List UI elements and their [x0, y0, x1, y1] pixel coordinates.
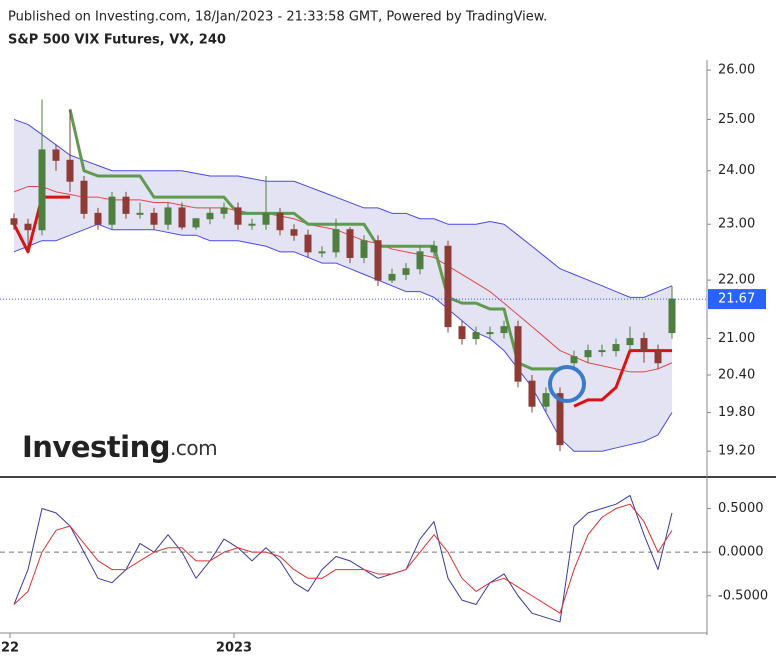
candle-body — [360, 240, 368, 258]
y-tick-label: 24.00 — [718, 163, 755, 178]
last-price-label: 21.67 — [718, 292, 755, 307]
y-tick-label: 19.80 — [718, 405, 755, 420]
candle-body — [402, 268, 410, 275]
candle-body — [178, 207, 186, 228]
candle-body — [500, 326, 508, 334]
y-tick-label: 26.00 — [718, 63, 755, 78]
candle-body — [430, 245, 438, 253]
y-tick-label: 25.00 — [718, 112, 755, 127]
candle-body — [276, 212, 284, 231]
candle-body — [472, 332, 480, 340]
y-tick-label: 21.00 — [718, 331, 755, 346]
candle-body — [220, 207, 228, 214]
chart-title: S&P 500 VIX Futures, VX, 240 — [8, 33, 226, 48]
candle-body — [94, 212, 102, 225]
y-tick-label: 20.40 — [718, 368, 755, 383]
y-tick-label: 23.00 — [718, 217, 755, 232]
candle-body — [304, 234, 312, 253]
published-note: Published on Investing.com, 18/Jan/2023 … — [8, 10, 547, 25]
candle-body — [38, 149, 46, 231]
candle-body — [486, 332, 494, 335]
candle-body — [24, 223, 32, 231]
series-line — [13, 118, 673, 298]
band-fill — [14, 119, 672, 452]
candle-body — [164, 207, 172, 225]
candle-body — [10, 218, 18, 225]
candle-body — [640, 338, 648, 352]
x-tick-label: 22 — [1, 641, 19, 656]
candle-body — [234, 207, 242, 225]
watermark-suffix: .com — [170, 436, 217, 460]
y-tick-label: -0.5000 — [718, 588, 768, 603]
candle-body — [416, 251, 424, 270]
candle-body — [584, 350, 592, 358]
series-line — [13, 494, 673, 623]
candle-body — [542, 393, 550, 407]
candle-body — [150, 212, 158, 225]
y-tick-label: 0.0000 — [718, 545, 764, 560]
candle-body — [654, 350, 662, 364]
last-price-box — [708, 289, 766, 310]
watermark-word: Investing — [22, 430, 170, 464]
candle-body — [444, 245, 452, 328]
candle-body — [598, 350, 606, 353]
y-tick-label: 22.00 — [718, 273, 755, 288]
candle-body — [528, 380, 536, 407]
candle-body — [388, 273, 396, 281]
candle-body — [570, 356, 578, 364]
candle-body — [248, 223, 256, 226]
annotation-circle — [548, 365, 586, 403]
candle-body — [612, 344, 620, 352]
candle-body — [458, 326, 466, 340]
series-line — [68, 109, 560, 371]
candle-body — [668, 298, 676, 334]
candle-body — [66, 159, 74, 182]
candle-body — [290, 229, 298, 236]
candle-body — [136, 212, 144, 215]
y-tick-label: 0.5000 — [718, 501, 764, 516]
candle-body — [556, 393, 564, 446]
candle-body — [514, 326, 522, 382]
candle-body — [332, 229, 340, 253]
candle-body — [206, 212, 214, 220]
series-line — [13, 503, 673, 614]
x-tick-label: 2023 — [216, 641, 252, 656]
candle-body — [52, 149, 60, 161]
candle-body — [80, 180, 88, 214]
candle-body — [318, 251, 326, 254]
candle-body — [374, 240, 382, 281]
candle-body — [262, 212, 270, 225]
candle-body — [626, 338, 634, 346]
candle-body — [192, 218, 200, 228]
y-tick-label: 19.20 — [718, 444, 755, 459]
candle-body — [122, 196, 130, 214]
watermark: Investing.com — [22, 430, 217, 464]
candle-body — [108, 196, 116, 225]
candle-body — [346, 229, 354, 258]
